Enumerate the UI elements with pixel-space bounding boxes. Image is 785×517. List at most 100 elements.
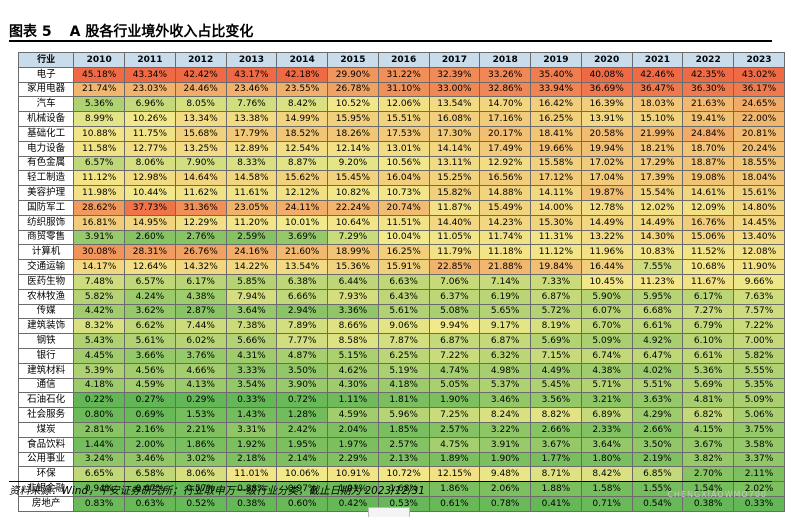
value-cell: 11.96% <box>580 244 633 261</box>
header-year: 2014 <box>276 52 329 68</box>
value-cell: 45.18% <box>73 66 126 83</box>
value-cell: 2.00% <box>124 436 176 453</box>
value-cell: 6.96% <box>124 96 176 113</box>
value-cell: 43.17% <box>225 66 278 83</box>
header-row: 行业 2010 2011 2012 2013 2014 2015 2016 2017 2018 2… <box>17 52 785 68</box>
value-cell: 13.25% <box>174 140 227 157</box>
value-cell: 7.38% <box>225 318 278 335</box>
table-row: 交通运输 14.17% 12.64% 14.32% 14.22% 13.54% 15.36%… <box>17 259 785 275</box>
value-cell: 36.69% <box>580 81 633 98</box>
value-cell: 6.38% <box>276 273 329 290</box>
value-cell: 1.28% <box>276 407 329 423</box>
value-cell: 5.35% <box>733 377 785 394</box>
heatmap-table: 行业 2010 2011 2012 2013 2014 2015 2016 2017 2018 2… <box>17 52 785 512</box>
industry-label: 医药生物 <box>17 273 75 290</box>
value-cell: 13.91% <box>580 111 633 127</box>
value-cell: 6.58% <box>124 466 176 483</box>
industry-label: 基础化工 <box>17 125 75 142</box>
table-row: 通信 4.18% 4.59% 4.13% 3.54% 3.90% 4.30% 4.18% 5.0… <box>17 377 785 394</box>
value-cell: 4.29% <box>631 407 684 423</box>
value-cell: 20.58% <box>580 125 633 142</box>
value-cell: 1.44% <box>73 436 126 453</box>
value-cell: 8.87% <box>276 155 329 172</box>
value-cell: 5.69% <box>530 333 582 349</box>
value-cell: 42.35% <box>682 66 735 83</box>
value-cell: 15.91% <box>377 259 430 275</box>
value-cell: 2.70% <box>682 466 735 483</box>
value-cell: 5.39% <box>73 362 126 379</box>
value-cell: 4.24% <box>124 288 176 305</box>
value-cell: 1.11% <box>327 392 379 409</box>
value-cell: 6.68% <box>631 303 684 320</box>
value-cell: 15.45% <box>327 170 379 187</box>
value-cell: 8.99% <box>73 111 126 127</box>
value-cell: 0.54% <box>631 495 684 512</box>
value-cell: 8.42% <box>276 96 329 113</box>
table-row: 机械设备 8.99% 10.26% 13.34% 13.38% 14.99% 15.95% 1… <box>17 111 785 127</box>
table-row: 美容护理 11.98% 10.44% 11.62% 11.61% 12.12% 10.82%… <box>17 185 785 201</box>
value-cell: 4.42% <box>73 303 126 320</box>
value-cell: 5.82% <box>733 347 785 364</box>
value-cell: 4.15% <box>682 421 735 438</box>
value-cell: 5.19% <box>377 362 430 379</box>
value-cell: 0.27% <box>124 392 176 409</box>
value-cell: 12.78% <box>580 199 633 216</box>
value-cell: 23.03% <box>124 81 176 98</box>
value-cell: 4.98% <box>479 362 532 379</box>
industry-label: 公用事业 <box>17 451 75 468</box>
value-cell: 2.66% <box>530 421 582 438</box>
value-cell: 10.52% <box>327 96 379 113</box>
value-cell: 21.74% <box>73 81 126 98</box>
value-cell: 3.21% <box>580 392 633 409</box>
value-cell: 23.46% <box>225 81 278 98</box>
value-cell: 6.62% <box>124 318 176 335</box>
value-cell: 7.25% <box>428 407 481 423</box>
value-cell: 2.33% <box>580 421 633 438</box>
value-cell: 3.37% <box>733 451 785 468</box>
figure-caption: A 股各行业境外收入占比变化 <box>69 24 254 40</box>
value-cell: 2.42% <box>276 421 329 438</box>
value-cell: 6.57% <box>124 273 176 290</box>
value-cell: 18.55% <box>733 155 785 172</box>
value-cell: 12.09% <box>682 199 735 216</box>
value-cell: 11.62% <box>174 185 227 201</box>
value-cell: 10.01% <box>276 214 329 231</box>
value-cell: 16.81% <box>73 214 126 231</box>
value-cell: 31.10% <box>377 81 430 98</box>
value-cell: 3.02% <box>174 451 227 468</box>
value-cell: 19.84% <box>530 259 582 275</box>
header-year: 2011 <box>124 52 176 68</box>
value-cell: 12.54% <box>276 140 329 157</box>
value-cell: 18.52% <box>276 125 329 142</box>
value-cell: 11.20% <box>225 214 278 231</box>
table-row: 计算机 30.08% 28.31% 26.76% 24.16% 21.60% 18.99% 1… <box>17 244 785 261</box>
value-cell: 4.18% <box>73 377 126 394</box>
table-row: 电力设备 11.58% 12.77% 13.25% 12.89% 12.54% 12.14%… <box>17 140 785 157</box>
value-cell: 5.55% <box>733 362 785 379</box>
table-row: 公用事业 3.24% 3.46% 3.02% 2.18% 2.14% 2.29% 2.13% 1… <box>17 451 785 468</box>
value-cell: 5.51% <box>631 377 684 394</box>
value-cell: 33.00% <box>428 81 481 98</box>
value-cell: 6.32% <box>479 347 532 364</box>
value-cell: 5.09% <box>733 392 785 409</box>
value-cell: 6.66% <box>276 288 329 305</box>
value-cell: 8.32% <box>73 318 126 335</box>
industry-label: 银行 <box>17 347 75 364</box>
value-cell: 7.22% <box>733 318 785 335</box>
value-cell: 6.37% <box>428 288 481 305</box>
value-cell: 42.18% <box>276 66 329 83</box>
value-cell: 8.05% <box>174 96 227 113</box>
value-cell: 6.79% <box>682 318 735 335</box>
scroll-tab[interactable] <box>368 507 410 517</box>
value-cell: 1.58% <box>580 481 633 497</box>
table-row: 纺织服饰 16.81% 14.95% 12.29% 11.20% 10.01% 10.64%… <box>17 214 785 231</box>
value-cell: 2.57% <box>377 436 430 453</box>
value-cell: 7.15% <box>530 347 582 364</box>
value-cell: 2.18% <box>225 451 278 468</box>
table-row: 国防军工 28.62% 37.73% 31.36% 23.05% 24.11% 22.24%… <box>17 199 785 216</box>
header-year: 2012 <box>174 52 227 68</box>
value-cell: 5.36% <box>682 362 735 379</box>
industry-label: 商贸零售 <box>17 229 75 246</box>
table-row: 环保 6.65% 6.58% 8.06% 11.01% 10.06% 10.91% 10.72… <box>17 466 785 483</box>
value-cell: 5.05% <box>428 377 481 394</box>
